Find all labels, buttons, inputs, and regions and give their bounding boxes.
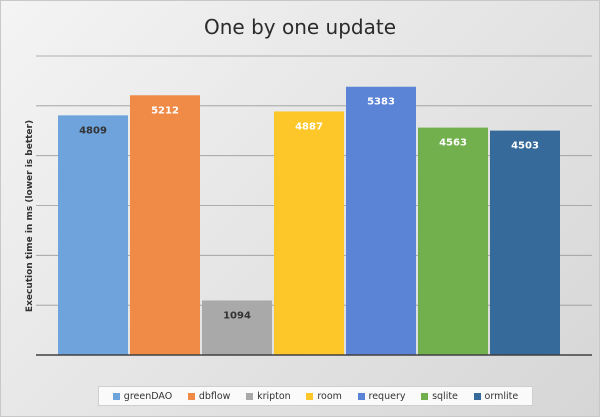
legend-item: ormlite [473,390,519,402]
legend-label: ormlite [484,390,519,402]
bar-room [274,111,344,355]
bar-requery [346,86,416,356]
legend-swatch [187,392,195,400]
legend-item: greenDAO [112,390,173,402]
legend-swatch [112,392,120,400]
legend: greenDAO dbflow kripton room requery sqlite or… [98,386,533,406]
chart-title: One by one update [204,15,396,39]
legend-label: sqlite [432,390,458,402]
bar-ormlite [490,130,560,355]
legend-item: room [306,391,342,402]
bar-value-label: 5212 [151,105,179,116]
bar-dbflow [130,95,200,355]
legend-label: requery [368,390,406,402]
legend-item: dbflow [187,390,231,402]
bar-sqlite [418,127,488,355]
bar-value-label: 4809 [79,125,107,136]
legend-item: requery [357,390,406,402]
bar-series [58,86,560,356]
bar-value-label: 4563 [439,138,467,149]
bar-greenDAO [58,115,128,355]
legend-swatch [473,392,481,400]
bar-value-labels: 4809 5212 1094 4887 5383 4563 4503 [79,97,539,322]
legend-label: room [317,390,342,402]
legend-swatch [357,392,365,400]
legend-label: dbflow [198,390,231,402]
bar-value-label: 1094 [223,310,251,321]
legend-swatch [421,392,429,400]
legend-label: kripton [257,390,291,402]
legend-swatch [246,392,254,400]
bar-value-label: 4887 [295,121,323,132]
bar-value-label: 4503 [511,141,539,152]
bar-value-label: 5383 [367,97,395,108]
legend-item: kripton [246,391,291,402]
legend-label: greenDAO [123,390,173,402]
bar-kripton [202,300,272,355]
y-axis-label: Execution time in ms (lower is better) [25,120,35,312]
legend-swatch [306,392,314,400]
legend-item: sqlite [421,391,458,402]
